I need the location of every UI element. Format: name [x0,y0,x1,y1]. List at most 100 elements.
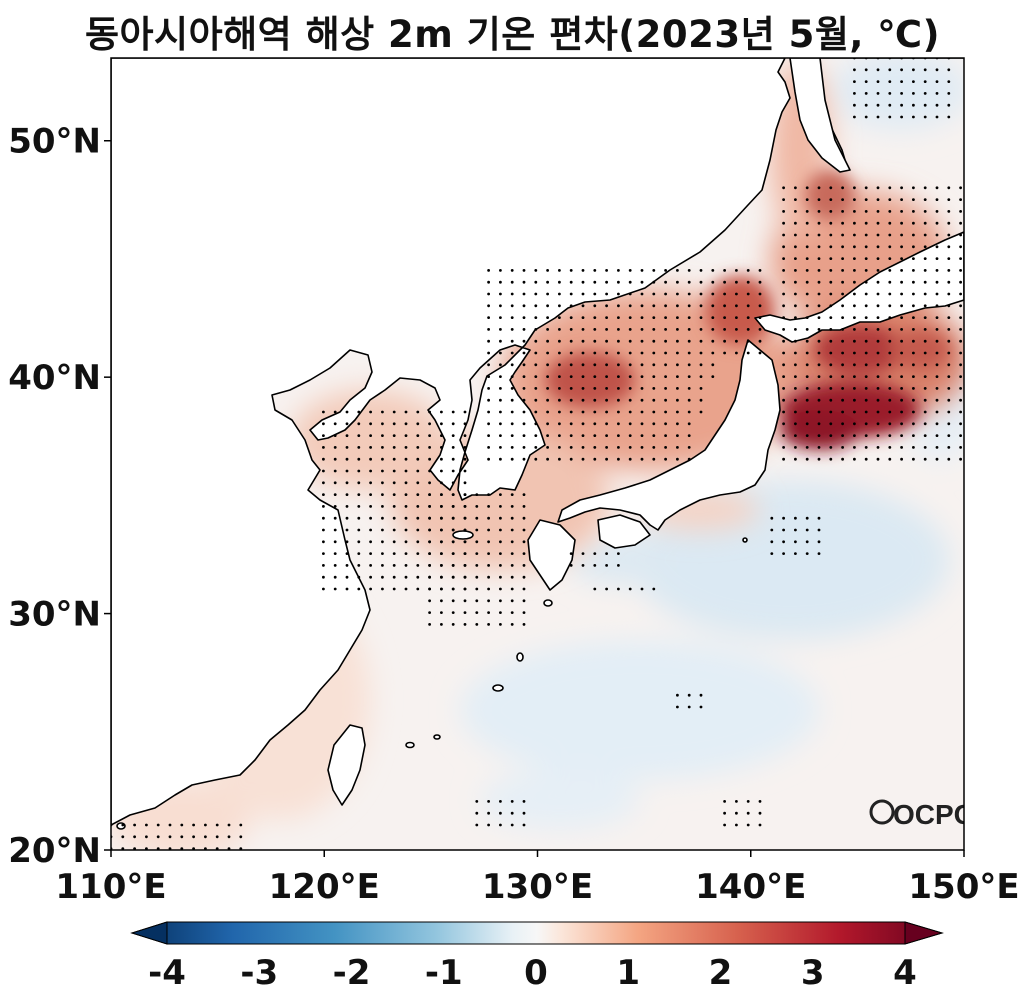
stipple-dot [570,340,573,343]
stipple-dot [582,552,585,555]
stipple-dot [452,493,455,496]
stipple-dot [865,375,868,378]
stipple-dot [877,68,880,71]
stipple-dot [546,352,549,355]
stipple-dot [853,458,856,461]
stipple-dot [806,399,809,402]
stipple-dot [523,375,526,378]
stipple-dot [405,411,408,414]
stipple-dot [936,80,939,83]
stipple-dot [888,434,891,437]
stipple-dot [818,363,821,366]
stipple-dot [605,340,608,343]
stipple-dot [605,564,608,567]
stipple-dot [405,446,408,449]
stipple-dot [558,340,561,343]
stipple-dot [416,481,419,484]
stipple-dot [641,588,644,591]
stipple-dot [936,257,939,260]
stipple-dot [617,328,620,331]
stipple-dot [605,446,608,449]
stipple-dot [499,529,502,532]
stipple-dot [936,352,939,355]
stipple-dot [829,411,832,414]
stipple-dot [334,493,337,496]
stipple-dot [723,281,726,284]
stipple-dot [523,576,526,579]
stipple-dot [818,540,821,543]
stipple-dot [912,293,915,296]
stipple-dot [523,422,526,425]
stipple-dot [865,234,868,237]
stipple-dot [912,340,915,343]
stipple-dot [711,375,714,378]
stipple-dot [487,375,490,378]
stipple-dot [676,694,679,697]
stipple-dot [523,505,526,508]
stipple-dot [593,352,596,355]
stipple-dot [440,599,443,602]
stipple-dot [818,293,821,296]
stipple-dot [593,363,596,366]
stipple-dot [700,387,703,390]
stipple-dot [806,269,809,272]
stipple-dot [676,281,679,284]
stipple-dot [558,269,561,272]
stipple-dot [605,328,608,331]
stipple-dot [936,387,939,390]
stipple-dot [405,540,408,543]
stipple-dot [782,387,785,390]
stipple-dot [523,328,526,331]
stipple-dot [617,564,620,567]
stipple-dot [888,363,891,366]
stipple-dot [641,363,644,366]
stipple-dot [546,399,549,402]
stipple-dot [806,293,809,296]
stipple-dot [428,599,431,602]
stipple-dot [912,363,915,366]
stipple-dot [794,186,797,189]
stipple-dot [511,399,514,402]
stipple-dot [794,517,797,520]
stipple-dot [357,529,360,532]
stipple-dot [499,293,502,296]
stipple-dot [499,588,502,591]
stipple-dot [357,434,360,437]
stipple-dot [794,363,797,366]
stipple-dot [393,529,396,532]
stipple-dot [369,493,372,496]
stipple-dot [605,316,608,319]
stipple-dot [794,375,797,378]
stipple-dot [676,434,679,437]
stipple-dot [322,458,325,461]
stipple-dot [523,517,526,520]
stipple-dot [924,68,927,71]
stipple-dot [818,269,821,272]
colorbar-max-extend [905,922,942,944]
stipple-dot [794,198,797,201]
stipple-dot [853,352,856,355]
stipple-dot [947,186,950,189]
stipple-dot [617,458,620,461]
stipple-dot [688,706,691,709]
stipple-dot [369,540,372,543]
stipple-dot [853,399,856,402]
stipple-dot [912,304,915,307]
stipple-dot [499,304,502,307]
stipple-dot [877,116,880,119]
stipple-dot [959,293,962,296]
stipple-dot [204,835,207,838]
stipple-dot [735,281,738,284]
stipple-dot [912,422,915,425]
stipple-dot [841,316,844,319]
stipple-dot [959,411,962,414]
stipple-dot [664,446,667,449]
stipple-dot [428,623,431,626]
stipple-dot [888,186,891,189]
stipple-dot [629,399,632,402]
stipple-dot [900,340,903,343]
stipple-dot [829,434,832,437]
stipple-dot [346,529,349,532]
stipple-dot [865,316,868,319]
stipple-dot [747,824,750,827]
